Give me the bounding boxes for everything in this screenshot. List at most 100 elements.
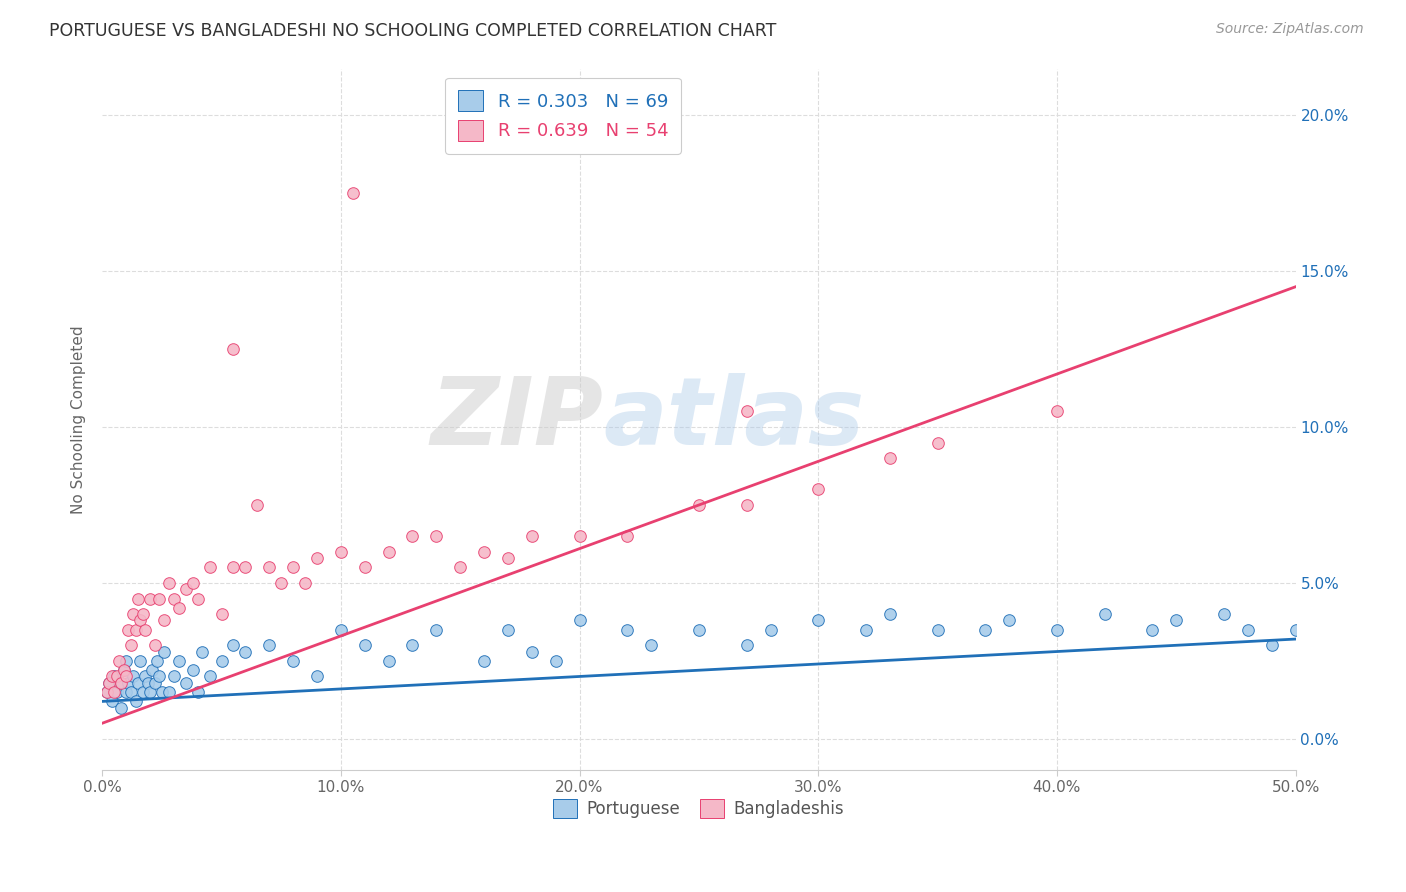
Point [112,663,135,677]
Text: PORTUGUESE VS BANGLADESHI NO SCHOOLING COMPLETED CORRELATION CHART: PORTUGUESE VS BANGLADESHI NO SCHOOLING C… [49,22,776,40]
Point [100,669,122,683]
Point [246,498,269,512]
Point [115,669,138,683]
Point [129,613,152,627]
Point [103,669,125,683]
Point [879,607,901,621]
Point [377,545,399,559]
Point [105,685,128,699]
Point [353,638,375,652]
Point [132,607,155,621]
Point [449,560,471,574]
Point [211,607,233,621]
Point [807,483,830,497]
Point [129,654,152,668]
Text: atlas: atlas [603,373,865,466]
Point [139,685,162,699]
Point [127,591,149,606]
Point [294,576,316,591]
Point [735,638,758,652]
Point [98,675,121,690]
Point [283,654,305,668]
Point [143,638,166,652]
Point [735,404,758,418]
Point [211,654,233,668]
Point [759,623,782,637]
Point [141,663,163,677]
Point [425,623,447,637]
Point [974,623,997,637]
Y-axis label: No Schooling Completed: No Schooling Completed [72,325,86,514]
Point [235,560,257,574]
Point [1046,623,1069,637]
Point [132,685,155,699]
Point [115,685,138,699]
Point [103,685,125,699]
Point [198,560,221,574]
Point [187,591,209,606]
Point [520,644,543,658]
Point [1142,623,1164,637]
Point [259,560,281,574]
Point [134,669,156,683]
Point [146,654,169,668]
Legend: Portuguese, Bangladeshis: Portuguese, Bangladeshis [547,792,851,825]
Point [112,663,135,677]
Point [222,638,245,652]
Point [807,613,830,627]
Point [472,654,495,668]
Point [927,435,949,450]
Point [96,685,118,699]
Point [153,613,176,627]
Point [108,675,131,690]
Point [1094,607,1116,621]
Point [181,663,204,677]
Point [136,675,159,690]
Point [222,342,245,356]
Point [105,669,128,683]
Point [122,669,145,683]
Point [496,551,519,566]
Point [1260,638,1282,652]
Point [181,576,204,591]
Point [148,669,170,683]
Point [1166,613,1188,627]
Point [855,623,877,637]
Point [127,675,149,690]
Point [134,623,156,637]
Point [998,613,1021,627]
Point [688,498,710,512]
Point [879,451,901,466]
Point [191,644,214,658]
Text: Source: ZipAtlas.com: Source: ZipAtlas.com [1216,22,1364,37]
Point [167,654,190,668]
Point [1284,623,1306,637]
Point [120,638,142,652]
Point [353,560,375,574]
Point [616,529,638,543]
Point [544,654,567,668]
Point [496,623,519,637]
Point [235,644,257,658]
Point [117,675,139,690]
Point [150,685,173,699]
Point [115,654,138,668]
Point [108,654,131,668]
Point [342,186,364,201]
Point [124,694,146,708]
Point [688,623,710,637]
Point [305,551,328,566]
Point [120,685,142,699]
Point [520,529,543,543]
Point [157,576,180,591]
Point [96,685,118,699]
Point [259,638,281,652]
Point [122,607,145,621]
Point [143,675,166,690]
Text: ZIP: ZIP [430,373,603,466]
Point [198,669,221,683]
Point [640,638,662,652]
Point [153,644,176,658]
Point [163,669,186,683]
Point [616,623,638,637]
